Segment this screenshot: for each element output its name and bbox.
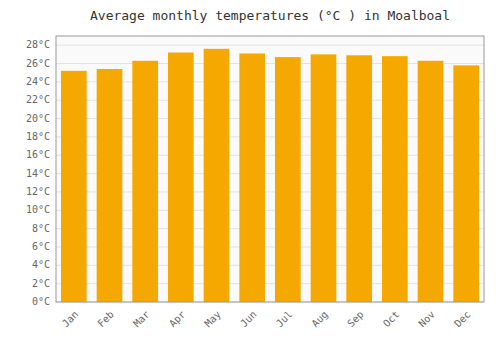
y-tick-label: 24°C (26, 76, 50, 87)
x-tick-label: May (202, 309, 223, 330)
x-tick-label: Jul (274, 309, 295, 330)
plot-frame (56, 36, 484, 302)
y-tick-label: 20°C (26, 113, 50, 124)
y-tick-label: 10°C (26, 204, 50, 215)
bar (346, 55, 372, 302)
x-tick-label: Oct (381, 309, 402, 330)
title: Average monthly temperatures (°C ) in Mo… (90, 8, 450, 23)
x-tick-label: Apr (167, 309, 188, 330)
bars (61, 49, 479, 302)
grid-line (56, 45, 484, 46)
chart-container: 0°C 2°C 4°C 6°C 8°C 10°C 12°C 14°C 16°C 18°C 20°C 2… (0, 0, 500, 350)
x-tick-label: Feb (95, 309, 116, 330)
bar (97, 69, 123, 302)
x-tick-label: Aug (309, 309, 330, 330)
x-tick-label: Sep (345, 309, 366, 330)
x-tick-label: Jun (238, 309, 259, 330)
x-tick-label: Jan (60, 309, 81, 330)
x-tick-label: Nov (416, 309, 437, 330)
bar (453, 65, 479, 302)
page: {"chart_data": {"type": "bar", "title": … (0, 0, 500, 350)
y-axis: 0°C 2°C 4°C 6°C 8°C 10°C 12°C 14°C 16°C 18°C 20°C 2… (26, 39, 50, 307)
y-tick-label: 8°C (32, 223, 50, 234)
bar (311, 54, 337, 302)
grid (56, 45, 484, 302)
bar (275, 57, 301, 302)
bar (418, 61, 444, 302)
y-tick-label: 18°C (26, 131, 50, 142)
x-axis: Jan Feb Mar Apr May Jun Jul Aug Sep Oct Nov Dec (60, 309, 473, 330)
chart-svg: 0°C 2°C 4°C 6°C 8°C 10°C 12°C 14°C 16°C 18°C 20°C 2… (0, 0, 500, 350)
y-tick-label: 28°C (26, 39, 50, 50)
plot-background (56, 36, 484, 302)
y-tick-label: 16°C (26, 149, 50, 160)
bar (61, 71, 87, 302)
y-tick-label: 12°C (26, 186, 50, 197)
y-tick-label: 4°C (32, 259, 50, 270)
y-tick-label: 22°C (26, 94, 50, 105)
y-tick-label: 0°C (32, 296, 50, 307)
x-tick-label: Dec (452, 309, 473, 330)
bar (239, 53, 265, 302)
bar (168, 53, 194, 302)
y-tick-label: 2°C (32, 278, 50, 289)
x-tick-label: Mar (131, 309, 152, 330)
y-tick-label: 14°C (26, 168, 50, 179)
bar (382, 56, 408, 302)
y-tick-label: 6°C (32, 241, 50, 252)
bar (132, 61, 158, 302)
bar (204, 49, 230, 302)
y-tick-label: 26°C (26, 58, 50, 69)
